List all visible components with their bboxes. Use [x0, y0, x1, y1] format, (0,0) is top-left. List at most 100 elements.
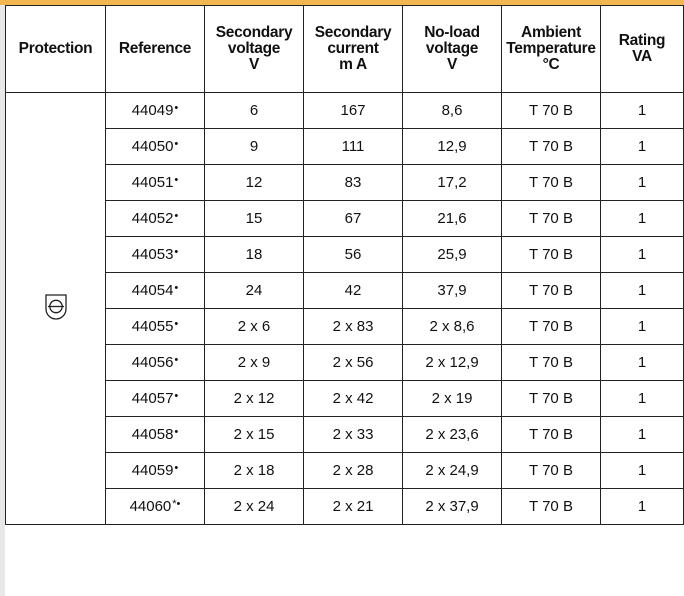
secondary-voltage-cell: 2 x 12 — [204, 380, 304, 417]
reference-cell: 44054• — [105, 272, 205, 309]
secondary-voltage-cell: 6 — [204, 92, 304, 129]
rating-cell: 1 — [600, 164, 684, 201]
rating-cell: 1 — [600, 272, 684, 309]
col-header-protection: Protection — [5, 5, 106, 93]
reference-mark: • — [174, 102, 179, 114]
reference-number: 44055 — [131, 318, 174, 335]
noload-voltage-cell: 2 x 37,9 — [402, 488, 502, 525]
noload-voltage-cell: 2 x 23,6 — [402, 416, 502, 453]
reference-mark: • — [174, 462, 179, 474]
noload-voltage-cell: 2 x 19 — [402, 380, 502, 417]
ambient-temperature-cell: T 70 B — [501, 128, 601, 165]
noload-voltage-cell: 2 x 8,6 — [402, 308, 502, 345]
secondary-current-cell: 2 x 83 — [303, 308, 403, 345]
reference-mark: *• — [172, 498, 181, 510]
secondary-voltage-cell: 24 — [204, 272, 304, 309]
secondary-voltage-cell: 18 — [204, 236, 304, 273]
ambient-temperature-cell: T 70 B — [501, 236, 601, 273]
reference-number: 44059 — [131, 462, 174, 479]
secondary-voltage-cell: 15 — [204, 200, 304, 237]
col-header-secondary-voltage: Secondary voltage V — [204, 5, 304, 93]
rating-cell: 1 — [600, 92, 684, 129]
reference-mark: • — [174, 426, 179, 438]
reference-cell: 44057• — [105, 380, 205, 417]
reference-cell: 44049• — [105, 92, 205, 129]
reference-mark: • — [174, 174, 179, 186]
noload-voltage-cell: 8,6 — [402, 92, 502, 129]
rating-cell: 1 — [600, 128, 684, 165]
secondary-current-cell: 2 x 42 — [303, 380, 403, 417]
reference-mark: • — [174, 138, 179, 150]
noload-voltage-cell: 37,9 — [402, 272, 502, 309]
rating-cell: 1 — [600, 416, 684, 453]
rating-cell: 1 — [600, 380, 684, 417]
left-margin-shade — [0, 5, 5, 596]
header-accent-bar — [0, 0, 684, 5]
ambient-temperature-cell: T 70 B — [501, 380, 601, 417]
reference-cell: 44059• — [105, 452, 205, 489]
reference-cell: 44052• — [105, 200, 205, 237]
table-header-row: Protection Reference Secondary voltage V… — [5, 5, 684, 93]
secondary-voltage-cell: 2 x 15 — [204, 416, 304, 453]
col-header-noload-voltage: No-load voltage V — [402, 5, 502, 93]
col-header-secondary-current: Secondary current m A — [303, 5, 403, 93]
reference-cell: 44056• — [105, 344, 205, 381]
noload-voltage-cell: 12,9 — [402, 128, 502, 165]
ambient-temperature-cell: T 70 B — [501, 164, 601, 201]
reference-number: 44053 — [131, 246, 174, 263]
secondary-voltage-cell: 2 x 24 — [204, 488, 304, 525]
rating-cell: 1 — [600, 344, 684, 381]
reference-cell: 44055• — [105, 308, 205, 345]
reference-number: 44060 — [129, 498, 172, 515]
col-header-ambient-temperature: Ambient Temperature °C — [501, 5, 601, 93]
reference-cell: 44060*• — [105, 488, 205, 525]
rating-cell: 1 — [600, 452, 684, 489]
reference-cell: 44051• — [105, 164, 205, 201]
ambient-temperature-cell: T 70 B — [501, 344, 601, 381]
noload-voltage-cell: 21,6 — [402, 200, 502, 237]
reference-number: 44051 — [131, 174, 174, 191]
col-header-rating: Rating VA — [600, 5, 684, 93]
rating-cell: 1 — [600, 308, 684, 345]
ambient-temperature-cell: T 70 B — [501, 92, 601, 129]
reference-cell: 44053• — [105, 236, 205, 273]
secondary-voltage-cell: 2 x 18 — [204, 452, 304, 489]
reference-number: 44058 — [131, 426, 174, 443]
protection-cell — [5, 92, 106, 525]
reference-number: 44057 — [131, 390, 174, 407]
secondary-voltage-cell: 12 — [204, 164, 304, 201]
rating-cell: 1 — [600, 488, 684, 525]
secondary-current-cell: 111 — [303, 128, 403, 165]
transformer-spec-table: Protection Reference Secondary voltage V… — [5, 5, 684, 525]
rating-cell: 1 — [600, 200, 684, 237]
secondary-voltage-cell: 9 — [204, 128, 304, 165]
col-header-reference: Reference — [105, 5, 205, 93]
secondary-current-cell: 167 — [303, 92, 403, 129]
ambient-temperature-cell: T 70 B — [501, 272, 601, 309]
ambient-temperature-cell: T 70 B — [501, 416, 601, 453]
ambient-temperature-cell: T 70 B — [501, 308, 601, 345]
reference-number: 44049 — [131, 102, 174, 119]
secondary-current-cell: 2 x 56 — [303, 344, 403, 381]
secondary-current-cell: 2 x 21 — [303, 488, 403, 525]
reference-mark: • — [174, 246, 179, 258]
secondary-current-cell: 42 — [303, 272, 403, 309]
reference-mark: • — [174, 318, 179, 330]
ambient-temperature-cell: T 70 B — [501, 200, 601, 237]
reference-number: 44054 — [131, 282, 174, 299]
secondary-current-cell: 2 x 33 — [303, 416, 403, 453]
reference-cell: 44050• — [105, 128, 205, 165]
reference-number: 44052 — [131, 210, 174, 227]
reference-number: 44050 — [131, 138, 174, 155]
noload-voltage-cell: 2 x 24,9 — [402, 452, 502, 489]
